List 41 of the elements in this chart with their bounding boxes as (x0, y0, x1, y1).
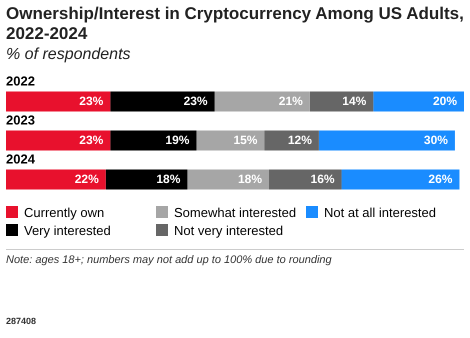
bar (214, 92, 310, 112)
legend-label: Not very interested (174, 222, 284, 238)
data-label: 12% (288, 132, 312, 147)
chart-title: Ownership/Interest in Cryptocurrency Among US Adults, 2022-2024 (5, 3, 465, 44)
y-tick-label: 2022 (6, 74, 35, 89)
bar (110, 92, 215, 112)
legend-label: Somewhat interested (174, 204, 296, 220)
data-label: 14% (342, 94, 367, 108)
bar (373, 92, 464, 112)
legend-label: Not at all interested (324, 204, 436, 220)
data-label: 23% (79, 132, 104, 147)
data-label: 20% (432, 94, 458, 108)
bar (6, 170, 106, 190)
data-label: 23% (79, 94, 104, 108)
chart-subtitle: % of respondents (5, 45, 132, 64)
data-label: 18% (238, 172, 262, 186)
bar (6, 130, 110, 150)
data-label: 19% (165, 132, 190, 147)
text: 287408 (6, 316, 36, 326)
bar (187, 170, 270, 190)
data-label: 26% (428, 172, 453, 186)
bar (310, 92, 374, 112)
bar (318, 130, 455, 150)
bar (6, 92, 110, 112)
legend-label: Very interested (24, 222, 111, 238)
y-tick-label: 2024 (6, 152, 36, 167)
bar (106, 170, 188, 190)
bar (269, 170, 342, 190)
bar (196, 130, 264, 150)
text: Note: ages 18+; numbers may not add up to 100% due to rounding (6, 254, 333, 266)
data-label: 30% (424, 132, 448, 147)
y-tick-label: 2023 (6, 112, 35, 128)
data-label: 23% (184, 94, 208, 108)
data-label: 21% (278, 94, 304, 108)
bar (342, 170, 460, 190)
data-label: 16% (310, 172, 335, 186)
data-label: 22% (74, 172, 100, 186)
data-label: 15% (233, 132, 258, 147)
bar (110, 130, 196, 150)
legend-label: Currently own (24, 204, 104, 220)
data-label: 18% (156, 172, 181, 186)
